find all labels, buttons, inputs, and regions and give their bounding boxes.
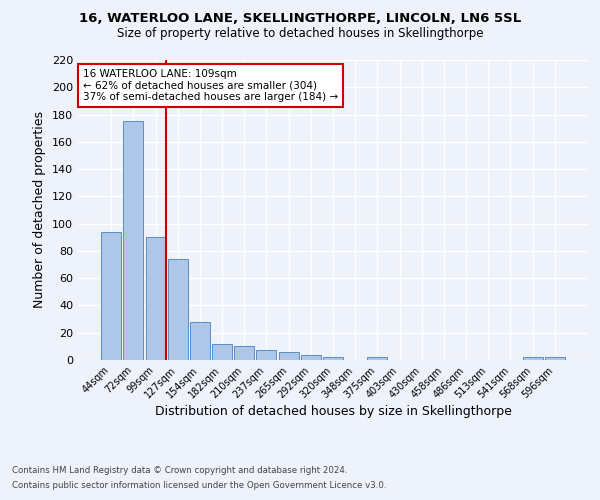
Bar (168, 259, 188, 360)
Y-axis label: Number of detached properties: Number of detached properties (34, 112, 46, 308)
Bar (523, 358, 542, 360)
Bar (323, 358, 343, 360)
Bar (124, 122, 143, 360)
Bar (278, 352, 299, 360)
Bar (367, 358, 388, 360)
Bar (234, 346, 254, 360)
Bar (101, 232, 121, 360)
Text: Size of property relative to detached houses in Skellingthorpe: Size of property relative to detached ho… (117, 28, 483, 40)
Text: Contains HM Land Registry data © Crown copyright and database right 2024.: Contains HM Land Registry data © Crown c… (12, 466, 347, 475)
Bar (146, 238, 166, 360)
Bar (212, 344, 232, 360)
Text: 16, WATERLOO LANE, SKELLINGTHORPE, LINCOLN, LN6 5SL: 16, WATERLOO LANE, SKELLINGTHORPE, LINCO… (79, 12, 521, 26)
Text: Contains public sector information licensed under the Open Government Licence v3: Contains public sector information licen… (12, 481, 386, 490)
Bar (301, 354, 321, 360)
Text: 16 WATERLOO LANE: 109sqm
← 62% of detached houses are smaller (304)
37% of semi-: 16 WATERLOO LANE: 109sqm ← 62% of detach… (83, 69, 338, 102)
Bar (190, 322, 210, 360)
X-axis label: Distribution of detached houses by size in Skellingthorpe: Distribution of detached houses by size … (155, 406, 511, 418)
Bar (545, 358, 565, 360)
Bar (256, 350, 277, 360)
